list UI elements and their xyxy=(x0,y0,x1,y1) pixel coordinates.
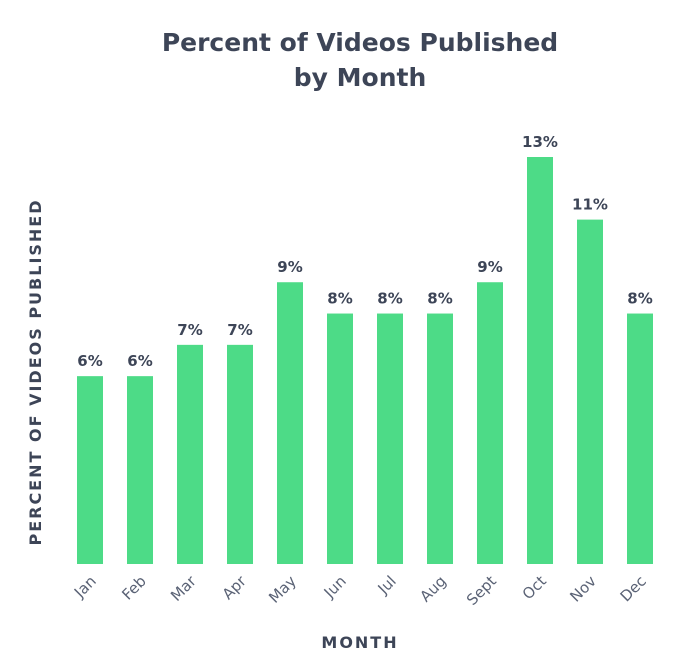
x-tick-labels-group: Jan Feb Mar Apr May Jun Jul Aug Sept Oct Nov Dec xyxy=(70,572,650,609)
value-label-mar: 7% xyxy=(177,321,202,339)
value-label-feb: 6% xyxy=(127,352,152,370)
x-tick-label-jun: Jun xyxy=(320,572,350,602)
x-tick-label-mar: Mar xyxy=(167,572,200,605)
x-tick-label-may: May xyxy=(265,572,300,607)
bar-apr xyxy=(227,344,253,564)
value-label-apr: 7% xyxy=(227,321,252,339)
x-tick-label-nov: Nov xyxy=(566,572,600,606)
bar-dec xyxy=(627,313,653,564)
value-label-aug: 8% xyxy=(427,290,452,308)
value-label-nov: 11% xyxy=(572,196,608,214)
y-axis-title: PERCENT OF VIDEOS PUBLISHED xyxy=(26,198,45,545)
chart-title-line-1: Percent of Videos Published xyxy=(162,28,558,57)
x-axis-title: MONTH xyxy=(321,633,398,652)
x-tick-label-jan: Jan xyxy=(70,572,100,602)
x-tick-label-oct: Oct xyxy=(519,572,550,603)
x-tick-label-sept: Sept xyxy=(463,572,500,609)
chart-title-line-2: by Month xyxy=(294,63,427,92)
bar-may xyxy=(277,282,303,564)
x-tick-label-jul: Jul xyxy=(374,572,400,598)
bar-sept xyxy=(477,282,503,564)
bar-jul xyxy=(377,313,403,564)
value-label-jan: 6% xyxy=(77,352,102,370)
bar-jan xyxy=(77,376,103,564)
bar-feb xyxy=(127,376,153,564)
bar-oct xyxy=(527,157,553,564)
value-label-may: 9% xyxy=(277,258,302,276)
value-labels-group: 6% 6% 7% 7% 9% 8% 8% 8% 9% 13% 11% 8% xyxy=(77,133,652,370)
x-tick-label-aug: Aug xyxy=(416,572,449,605)
bar-jun xyxy=(327,313,353,564)
x-tick-label-apr: Apr xyxy=(219,572,251,604)
value-label-oct: 13% xyxy=(522,133,558,151)
value-label-dec: 8% xyxy=(627,290,652,308)
x-tick-label-feb: Feb xyxy=(118,572,150,604)
value-label-jun: 8% xyxy=(327,290,352,308)
x-tick-label-dec: Dec xyxy=(617,572,650,605)
value-label-jul: 8% xyxy=(377,290,402,308)
bar-nov xyxy=(577,219,603,564)
bar-mar xyxy=(177,344,203,564)
bars-group xyxy=(77,157,653,564)
value-label-sept: 9% xyxy=(477,258,502,276)
bar-aug xyxy=(427,313,453,564)
